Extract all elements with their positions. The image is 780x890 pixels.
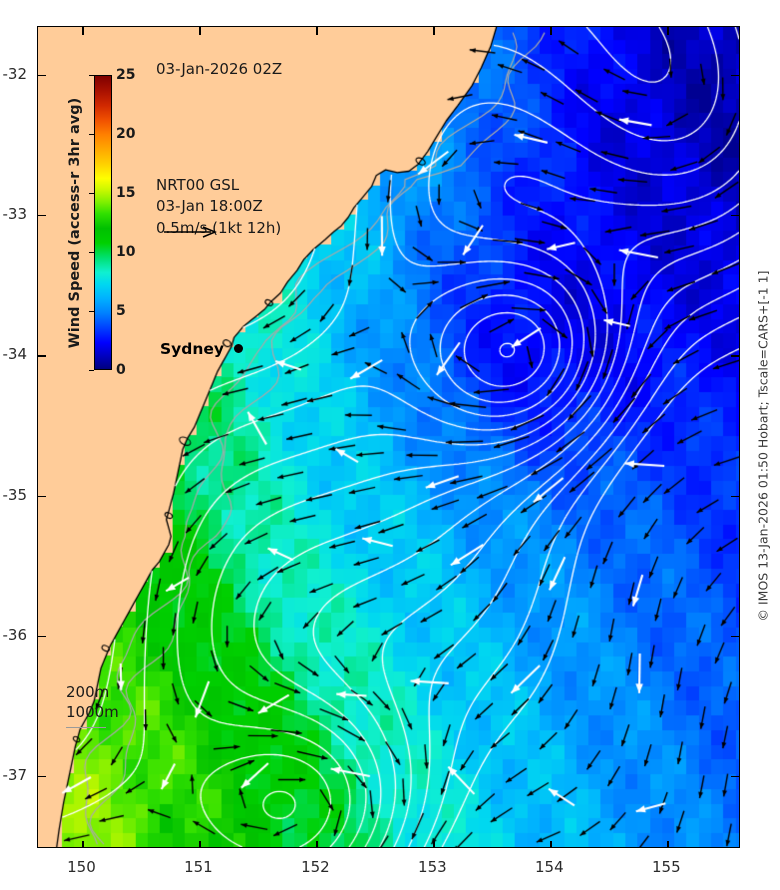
x-tick [316, 841, 318, 847]
y-tick [731, 776, 739, 778]
y-tick [731, 214, 739, 217]
credit-text: © IMOS 13-Jan-2026 01:50 Hobart; Tscale=… [755, 270, 771, 622]
depth-key-swatch [66, 727, 106, 729]
x-tick [433, 27, 435, 35]
colorbar-tick [89, 252, 94, 254]
x-tick [82, 841, 84, 847]
colorbar-tick-label: 15 [116, 185, 136, 201]
y-tick [38, 74, 46, 77]
x-tick-label: 152 [301, 858, 330, 876]
plot-area[interactable]: Wind Speed (access-r 3hr avg) 0 5 10 15 20 25… [37, 26, 740, 848]
y-tick [731, 495, 739, 497]
x-tick-label: 155 [651, 858, 681, 876]
x-tick [667, 841, 669, 847]
y-tick-label: -32 [2, 64, 28, 83]
map-raster-canvas [38, 27, 739, 847]
x-tick [550, 841, 552, 847]
x-tick-label: 153 [418, 858, 447, 876]
city-marker-sydney [234, 344, 243, 353]
x-tick-label: 150 [67, 858, 96, 876]
y-tick [38, 214, 46, 217]
colorbar-tick-label: 20 [116, 126, 136, 142]
x-tick [316, 27, 318, 35]
x-tick [199, 27, 201, 35]
x-tick [667, 27, 669, 35]
vector-key-arrow-icon [164, 226, 217, 238]
colorbar-tick [89, 193, 94, 195]
colorbar-tick-label: 25 [116, 67, 136, 83]
y-tick [38, 776, 46, 778]
colorbar-title: Wind Speed (access-r 3hr avg) [67, 97, 83, 349]
colorbar-tick-label: 0 [116, 362, 126, 378]
colorbar-gradient [94, 75, 112, 370]
x-tick [433, 841, 435, 847]
y-tick-label: -37 [2, 766, 28, 785]
y-tick [38, 355, 46, 357]
colorbar-tick [89, 75, 94, 77]
x-tick-label: 154 [535, 858, 564, 876]
y-tick-label: -34 [2, 345, 28, 364]
x-tick-label: 151 [184, 858, 213, 876]
y-tick-label: -33 [2, 204, 28, 223]
y-tick-label: -35 [2, 485, 28, 504]
y-tick-label: -36 [2, 625, 28, 644]
y-tick [38, 635, 46, 638]
colorbar-tick [89, 311, 94, 313]
colorbar-tick [89, 370, 94, 372]
colorbar-group: Wind Speed (access-r 3hr avg) 0 5 10 15 20 25 [67, 67, 135, 378]
colorbar-tick [89, 134, 94, 136]
city-label-sydney: Sydney [160, 340, 225, 358]
y-tick [731, 635, 739, 638]
colorbar-tick-label: 5 [116, 303, 126, 319]
colorbar-tick-label: 10 [116, 244, 136, 260]
y-tick [731, 355, 739, 357]
x-tick [82, 27, 84, 35]
x-tick [550, 27, 552, 35]
y-tick [38, 495, 46, 497]
y-tick [731, 74, 739, 77]
x-tick [199, 841, 201, 847]
